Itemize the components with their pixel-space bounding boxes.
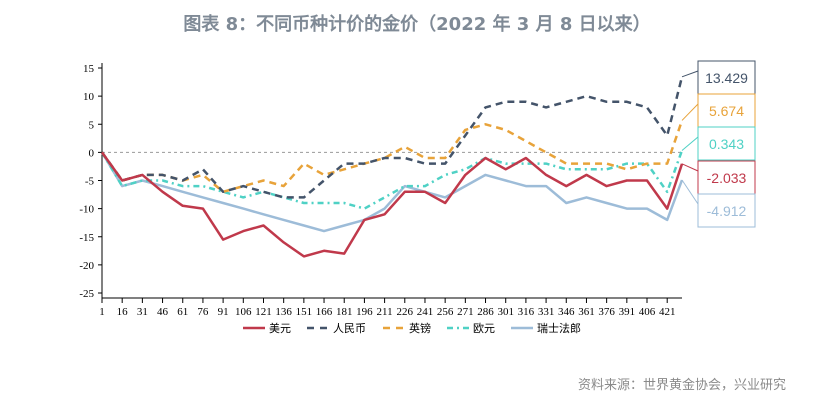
callout-value: 5.674: [709, 103, 744, 119]
callout-leader: [681, 70, 699, 81]
legend-label: 瑞士法郎: [537, 321, 581, 335]
callout-leader: [681, 179, 699, 214]
x-tick-label: 181: [336, 306, 353, 318]
chart-title: 图表 8：不同币种计价的金价（2022 年 3 月 8 日以来）: [183, 14, 651, 35]
legend-label: 欧元: [473, 322, 495, 335]
x-tick-label: 211: [377, 306, 393, 318]
y-tick-label: -10: [79, 204, 94, 216]
x-tick-label: 316: [518, 306, 535, 318]
series-line-2: [100, 120, 684, 194]
y-tick-label: -25: [79, 288, 94, 300]
callout-box: [697, 60, 756, 95]
x-tick-label: 226: [397, 306, 414, 318]
x-tick-label: 271: [457, 306, 474, 318]
y-tick-label: 15: [83, 63, 95, 75]
x-tick-label: 421: [659, 306, 676, 318]
y-tick-label: -5: [85, 176, 95, 188]
legend-label: 英镑: [409, 321, 431, 335]
callout-box: [697, 193, 756, 228]
callout-leader: [681, 102, 699, 121]
callout-box: [697, 126, 756, 161]
y-tick-label: 5: [89, 119, 95, 131]
x-tick-label: 406: [639, 306, 656, 318]
callout-value: 0.343: [709, 136, 744, 152]
series-line-3: [100, 149, 684, 210]
series-line-0: [100, 151, 684, 258]
y-tick-label: 0: [89, 147, 95, 159]
x-tick-label: 241: [417, 306, 434, 318]
y-tick-label: -15: [79, 232, 94, 244]
x-tick-label: 31: [137, 306, 148, 318]
callout-leader: [681, 163, 699, 181]
series-line-4: [100, 151, 684, 233]
callout-value: -4.912: [707, 203, 747, 219]
x-tick-label: 256: [437, 306, 454, 318]
x-tick-label: 1: [99, 306, 105, 318]
x-tick-label: 121: [255, 306, 272, 318]
x-tick-label: 136: [275, 306, 292, 318]
x-tick-label: 331: [538, 306, 555, 318]
callout-value: 13.429: [705, 70, 748, 86]
x-tick-label: 46: [157, 306, 169, 318]
source-note: 资料来源：世界黄金协会，兴业研究: [577, 378, 786, 393]
x-tick-label: 151: [296, 306, 313, 318]
y-tick-label: 10: [83, 91, 95, 103]
y-tick-label: -20: [79, 260, 94, 272]
callout-box: [697, 160, 756, 195]
x-tick-label: 106: [235, 306, 252, 318]
x-tick-label: 61: [177, 306, 188, 318]
x-tick-label: 16: [117, 306, 129, 318]
x-tick-label: 76: [197, 306, 209, 318]
x-tick-label: 196: [356, 306, 373, 318]
x-tick-label: 346: [558, 306, 575, 318]
callout-leader: [681, 135, 699, 151]
x-tick-label: 361: [578, 306, 595, 318]
x-tick-label: 376: [598, 306, 615, 318]
x-tick-label: 301: [497, 306, 514, 318]
legend-label: 美元: [269, 322, 291, 335]
x-tick-label: 391: [619, 306, 636, 318]
x-tick-label: 286: [477, 306, 494, 318]
callout-value: -2.033: [707, 170, 747, 186]
x-tick-label: 166: [316, 306, 333, 318]
series-line-1: [100, 76, 684, 199]
legend-label: 人民币: [333, 322, 366, 335]
x-tick-label: 91: [218, 306, 229, 318]
